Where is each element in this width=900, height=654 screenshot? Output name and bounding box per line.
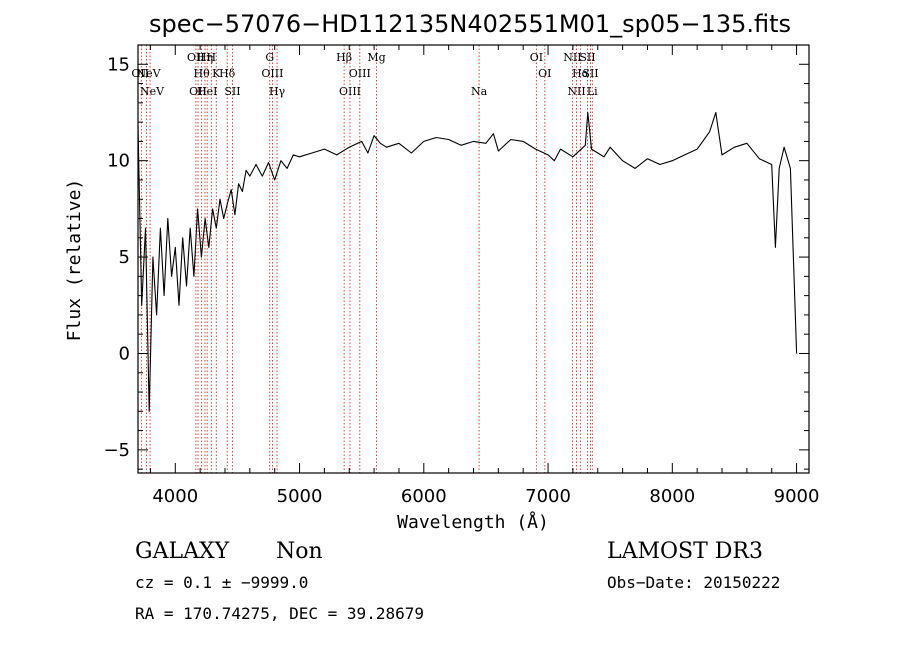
line-label: Li	[587, 85, 598, 98]
line-label: NII	[567, 85, 585, 98]
line-label: HeI	[197, 85, 217, 98]
y-axis-label: Flux (relative)	[64, 179, 85, 342]
line-label: SII	[582, 67, 598, 80]
x-tick-label: 5000	[277, 486, 323, 507]
line-label: NeV	[140, 85, 165, 98]
class-label: GALAXY	[135, 539, 230, 564]
x-tick-label: 9000	[774, 486, 820, 507]
redshift-text: cz = 0.1 ± −9999.0	[135, 573, 308, 592]
line-label: OII	[187, 51, 205, 64]
line-label: SII	[579, 51, 595, 64]
x-tick-label: 4000	[152, 486, 198, 507]
line-label: OIII	[349, 67, 371, 80]
subclass-label: Non	[276, 539, 323, 564]
y-tick-label: 0	[119, 343, 130, 364]
line-label: Hα	[572, 67, 590, 80]
survey-label: LAMOST DR3	[607, 539, 763, 564]
line-marker-layer	[140, 45, 593, 473]
line-label: K	[212, 67, 221, 80]
line-label-layer: OIINeVNeVOIIOIIHθHηHeIHKHδSIIGOIIIHγHβOI…	[131, 51, 598, 98]
line-label: Hγ	[269, 85, 286, 98]
line-label: OII	[131, 67, 149, 80]
series-layer	[137, 111, 798, 412]
y-tick-label: 10	[107, 151, 130, 172]
line-label: Hθ	[194, 67, 211, 80]
obs-date-text: Obs−Date: 20150222	[607, 573, 780, 592]
line-label: OI	[530, 51, 543, 64]
y-axis: −5 0 5 10 15	[103, 44, 809, 470]
x-tick-label: 6000	[401, 486, 447, 507]
line-label: OI	[538, 67, 551, 80]
line-label: NII	[563, 51, 581, 64]
chart-title: spec−57076−HD112135N402551M01_sp05−135.f…	[149, 10, 791, 38]
y-tick-label: −5	[103, 440, 130, 461]
series-line-flux	[137, 111, 798, 412]
line-label: H	[207, 51, 217, 64]
coordinates-text: RA = 170.74275, DEC = 39.28679	[135, 604, 424, 623]
line-label: NeV	[136, 67, 161, 80]
y-tick-label: 5	[119, 247, 130, 268]
x-axis: 4000 5000 6000 7000 8000 9000	[149, 45, 820, 507]
line-label: SII	[224, 85, 240, 98]
line-label: G	[265, 51, 274, 64]
line-label: Mg	[367, 51, 385, 64]
line-label: OIII	[261, 67, 283, 80]
line-label: Hβ	[336, 51, 352, 64]
x-axis-label: Wavelength (Å)	[397, 511, 549, 533]
y-tick-label: 15	[107, 54, 130, 75]
x-tick-label: 7000	[525, 486, 571, 507]
line-label: OII	[189, 85, 207, 98]
line-label: Hδ	[219, 67, 236, 80]
line-label: Na	[471, 85, 488, 98]
line-label: Hη	[197, 51, 213, 64]
x-tick-label: 8000	[649, 486, 695, 507]
line-label: OIII	[339, 85, 361, 98]
